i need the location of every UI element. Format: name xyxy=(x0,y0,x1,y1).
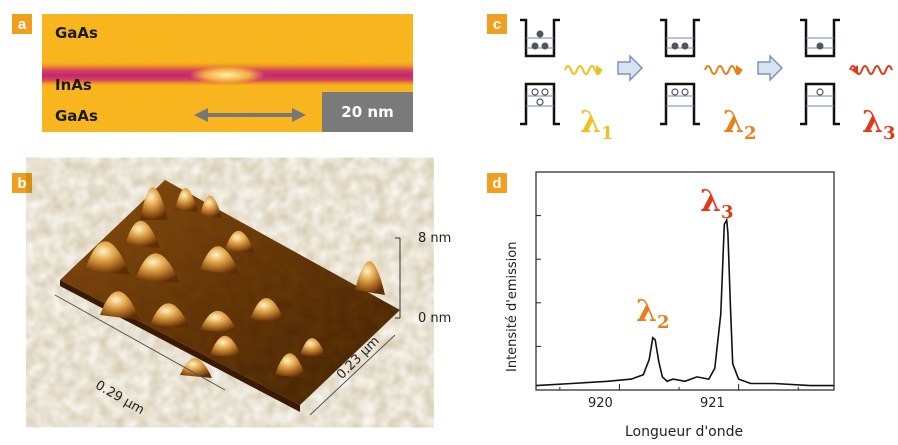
scale-bar-label: 20 nm xyxy=(341,103,394,121)
layer-label-bottom: GaAs xyxy=(55,107,98,125)
z-axis-bottom-label: 0 nm xyxy=(418,311,452,326)
x-tick-921: 921 xyxy=(700,396,725,411)
afm-3d-surface xyxy=(54,180,401,416)
emission-spectrum-line xyxy=(535,217,834,387)
cascade-diagram xyxy=(520,18,893,126)
panel-a-tem-image: GaAs InAs GaAs 20 nm xyxy=(42,14,413,132)
photon-2-wave xyxy=(704,65,742,75)
tem-image xyxy=(42,14,413,132)
y-ticks xyxy=(536,215,541,347)
arrow-right-icon xyxy=(757,54,784,82)
z-axis-top-label: 8 nm xyxy=(418,231,452,246)
layer-label-top: GaAs xyxy=(55,24,98,42)
arrow-right-icon xyxy=(617,54,644,82)
peak-lambda-3-label: λ3 xyxy=(700,184,734,223)
layer-label-inas: InAs xyxy=(55,76,92,94)
stage-3-wells xyxy=(800,18,840,126)
x-axis-label: Longueur d'onde xyxy=(625,424,744,440)
lambda-3-label: λ3 xyxy=(862,105,896,144)
panel-a-tag: a xyxy=(12,14,32,34)
lambda-1-label: λ1 xyxy=(580,105,614,144)
x-ticks xyxy=(559,384,799,390)
photon-1-wave xyxy=(564,65,602,75)
y-axis-label: Intensité d'emission xyxy=(505,241,520,372)
panel-d-tag: d xyxy=(487,173,507,193)
panel-b-tag: b xyxy=(12,173,32,193)
x-tick-920: 920 xyxy=(588,396,613,411)
panel-c-tag: c xyxy=(487,14,507,34)
stage-2-wells xyxy=(660,18,700,126)
stage-1-wells xyxy=(520,18,560,126)
scale-bar-box: 20 nm xyxy=(322,92,413,132)
plot-frame xyxy=(535,171,835,391)
afm-peaks xyxy=(85,187,385,378)
peak-lambda-2-label: λ2 xyxy=(636,294,670,333)
lambda-2-label: λ2 xyxy=(723,105,757,144)
